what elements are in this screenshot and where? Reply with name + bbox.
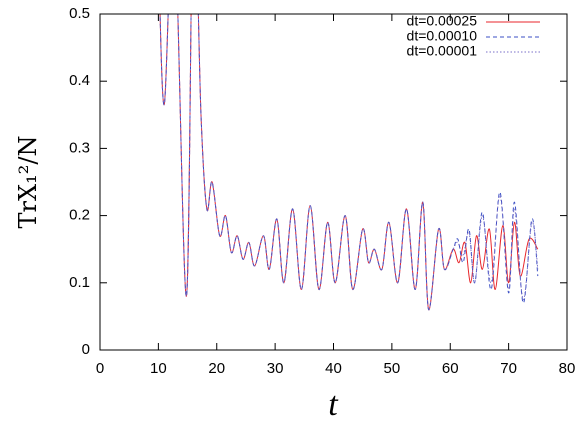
x-tick-label: 40: [325, 360, 342, 377]
legend-label: dt=0.00025: [407, 13, 478, 29]
x-axis-label: t: [328, 386, 339, 423]
series-line: [159, 14, 539, 311]
x-tick-label: 20: [208, 360, 225, 377]
plot-area: [159, 14, 539, 311]
x-tick-label: 10: [150, 360, 167, 377]
axes-frame: [99, 13, 568, 351]
y-tick-label: 0.5: [69, 5, 90, 22]
x-tick-label: 60: [442, 360, 459, 377]
y-tick-label: 0.2: [69, 207, 90, 224]
series-line: [159, 14, 539, 311]
x-tick-label: 0: [96, 360, 104, 377]
y-axis-label: TrX₁²/N: [14, 136, 42, 229]
x-tick-label: 50: [384, 360, 401, 377]
y-tick-label: 0.3: [69, 139, 90, 156]
legend-label: dt=0.00001: [407, 43, 478, 59]
x-tick-label: 30: [267, 360, 284, 377]
y-tick-label: 0: [82, 341, 90, 358]
y-tick-label: 0.4: [69, 72, 90, 89]
legend-label: dt=0.00010: [407, 28, 478, 44]
x-tick-label: 70: [500, 360, 517, 377]
series-line: [159, 14, 539, 311]
y-tick-label: 0.1: [69, 274, 90, 291]
x-tick-label: 80: [559, 360, 576, 377]
